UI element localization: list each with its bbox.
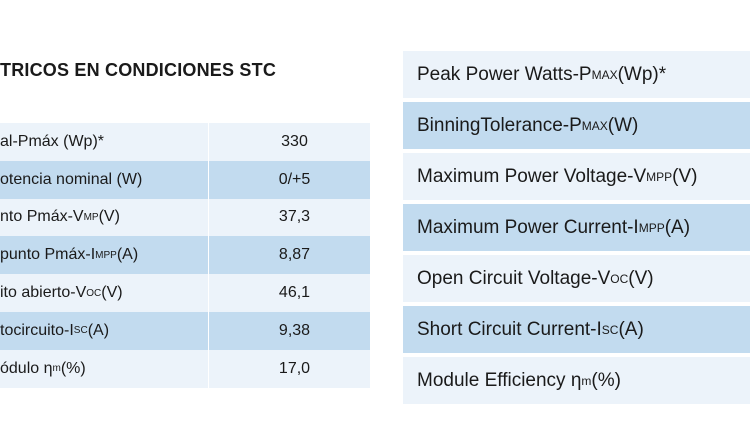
- left-row-label: otencia nominal (W): [0, 160, 209, 199]
- left-row-value: 8,87: [278, 246, 311, 264]
- left-row-vmp: nto Pmáx-V MP (V) 37,3: [0, 198, 370, 237]
- left-row-pmax: al-Pmáx (Wp)* 330: [0, 123, 370, 161]
- left-row-label: ito abierto-V OC (V): [0, 274, 209, 312]
- left-spec-table: al-Pmáx (Wp)* 330 otencia nominal (W) 0/…: [0, 123, 370, 388]
- right-row-peak-power: Peak Power Watts-P MAX (Wp)*: [403, 51, 750, 102]
- left-row-value: 17,0: [278, 359, 311, 377]
- left-row-voc: ito abierto-V OC (V) 46,1: [0, 274, 370, 312]
- right-row-short-circuit-current: Short Circuit Current-I SC (A): [403, 306, 750, 357]
- left-row-label: nto Pmáx-V MP (V): [0, 198, 209, 237]
- right-row-max-power-voltage: Maximum Power Voltage-V MPP (V): [403, 153, 750, 204]
- left-row-impp: punto Pmáx-I MPP (A) 8,87: [0, 236, 370, 275]
- left-row-tolerance: otencia nominal (W) 0/+5: [0, 160, 370, 199]
- left-row-value: 330: [281, 132, 308, 150]
- right-row-max-power-current: Maximum Power Current-I MPP (A): [403, 204, 750, 255]
- right-row-binning-tolerance: BinningTolerance-P MAX (W): [403, 102, 750, 153]
- right-spec-table: Peak Power Watts-P MAX (Wp)* BinningToler…: [403, 51, 750, 408]
- left-row-value: 0/+5: [278, 170, 311, 188]
- left-row-isc: tocircuito-I SC (A) 9,38: [0, 311, 370, 350]
- left-row-value: 37,3: [278, 208, 311, 226]
- left-row-label: punto Pmáx-I MPP (A): [0, 236, 209, 275]
- left-row-value: 46,1: [278, 284, 311, 302]
- left-table-title: TRICOS EN CONDICIONES STC: [0, 60, 277, 80]
- right-row-module-efficiency: Module Efficiency η m (%): [403, 357, 750, 408]
- left-row-value: 9,38: [278, 321, 311, 339]
- left-row-label: tocircuito-I SC (A): [0, 311, 209, 350]
- left-row-label: al-Pmáx (Wp)*: [0, 123, 209, 161]
- right-row-open-circuit-voltage: Open Circuit Voltage-V OC (V): [403, 255, 750, 306]
